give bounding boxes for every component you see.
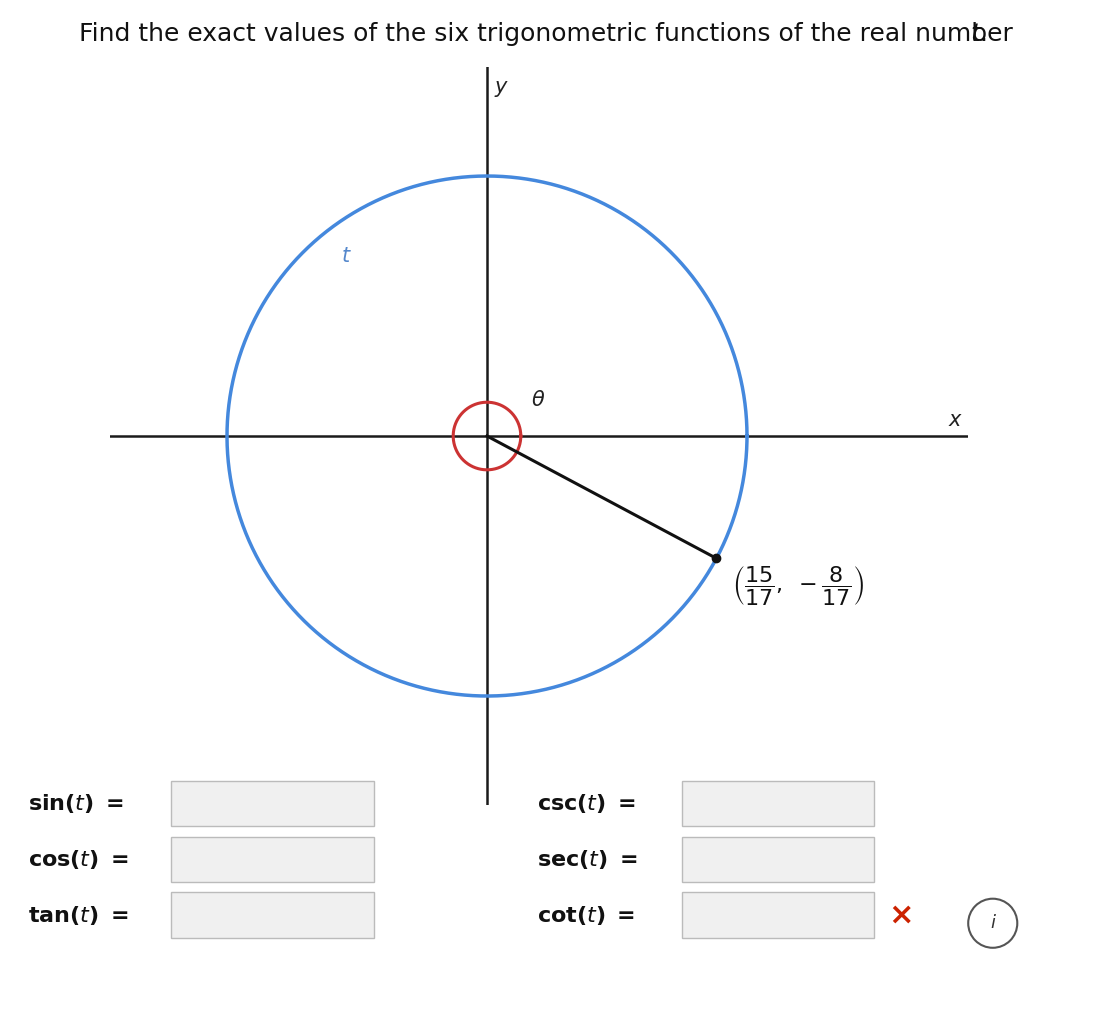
Text: x: x — [949, 410, 961, 430]
Text: Find the exact values of the six trigonometric functions of the real number: Find the exact values of the six trigono… — [79, 22, 1021, 47]
Text: $\bf{cos({\it t})\ =}$: $\bf{cos({\it t})\ =}$ — [28, 848, 128, 871]
Text: $\left(\dfrac{15}{17},\ -\dfrac{8}{17}\right)$: $\left(\dfrac{15}{17},\ -\dfrac{8}{17}\r… — [732, 564, 865, 606]
Text: y: y — [495, 77, 507, 97]
Text: $t$: $t$ — [341, 245, 352, 266]
Text: $t$.: $t$. — [970, 22, 987, 47]
Text: i: i — [990, 915, 996, 932]
Text: $\bf{tan({\it t})\ =}$: $\bf{tan({\it t})\ =}$ — [28, 903, 128, 927]
Text: $\bf{cot({\it t})\ =}$: $\bf{cot({\it t})\ =}$ — [537, 903, 635, 927]
Text: $\bf{sin({\it t})\ =}$: $\bf{sin({\it t})\ =}$ — [28, 792, 123, 815]
Text: $\theta$: $\theta$ — [531, 390, 546, 410]
Text: $\bf{csc({\it t})\ =}$: $\bf{csc({\it t})\ =}$ — [537, 792, 636, 815]
Text: $\mathbf{\times}$: $\mathbf{\times}$ — [888, 900, 912, 930]
Text: $\bf{sec({\it t})\ =}$: $\bf{sec({\it t})\ =}$ — [537, 848, 637, 871]
